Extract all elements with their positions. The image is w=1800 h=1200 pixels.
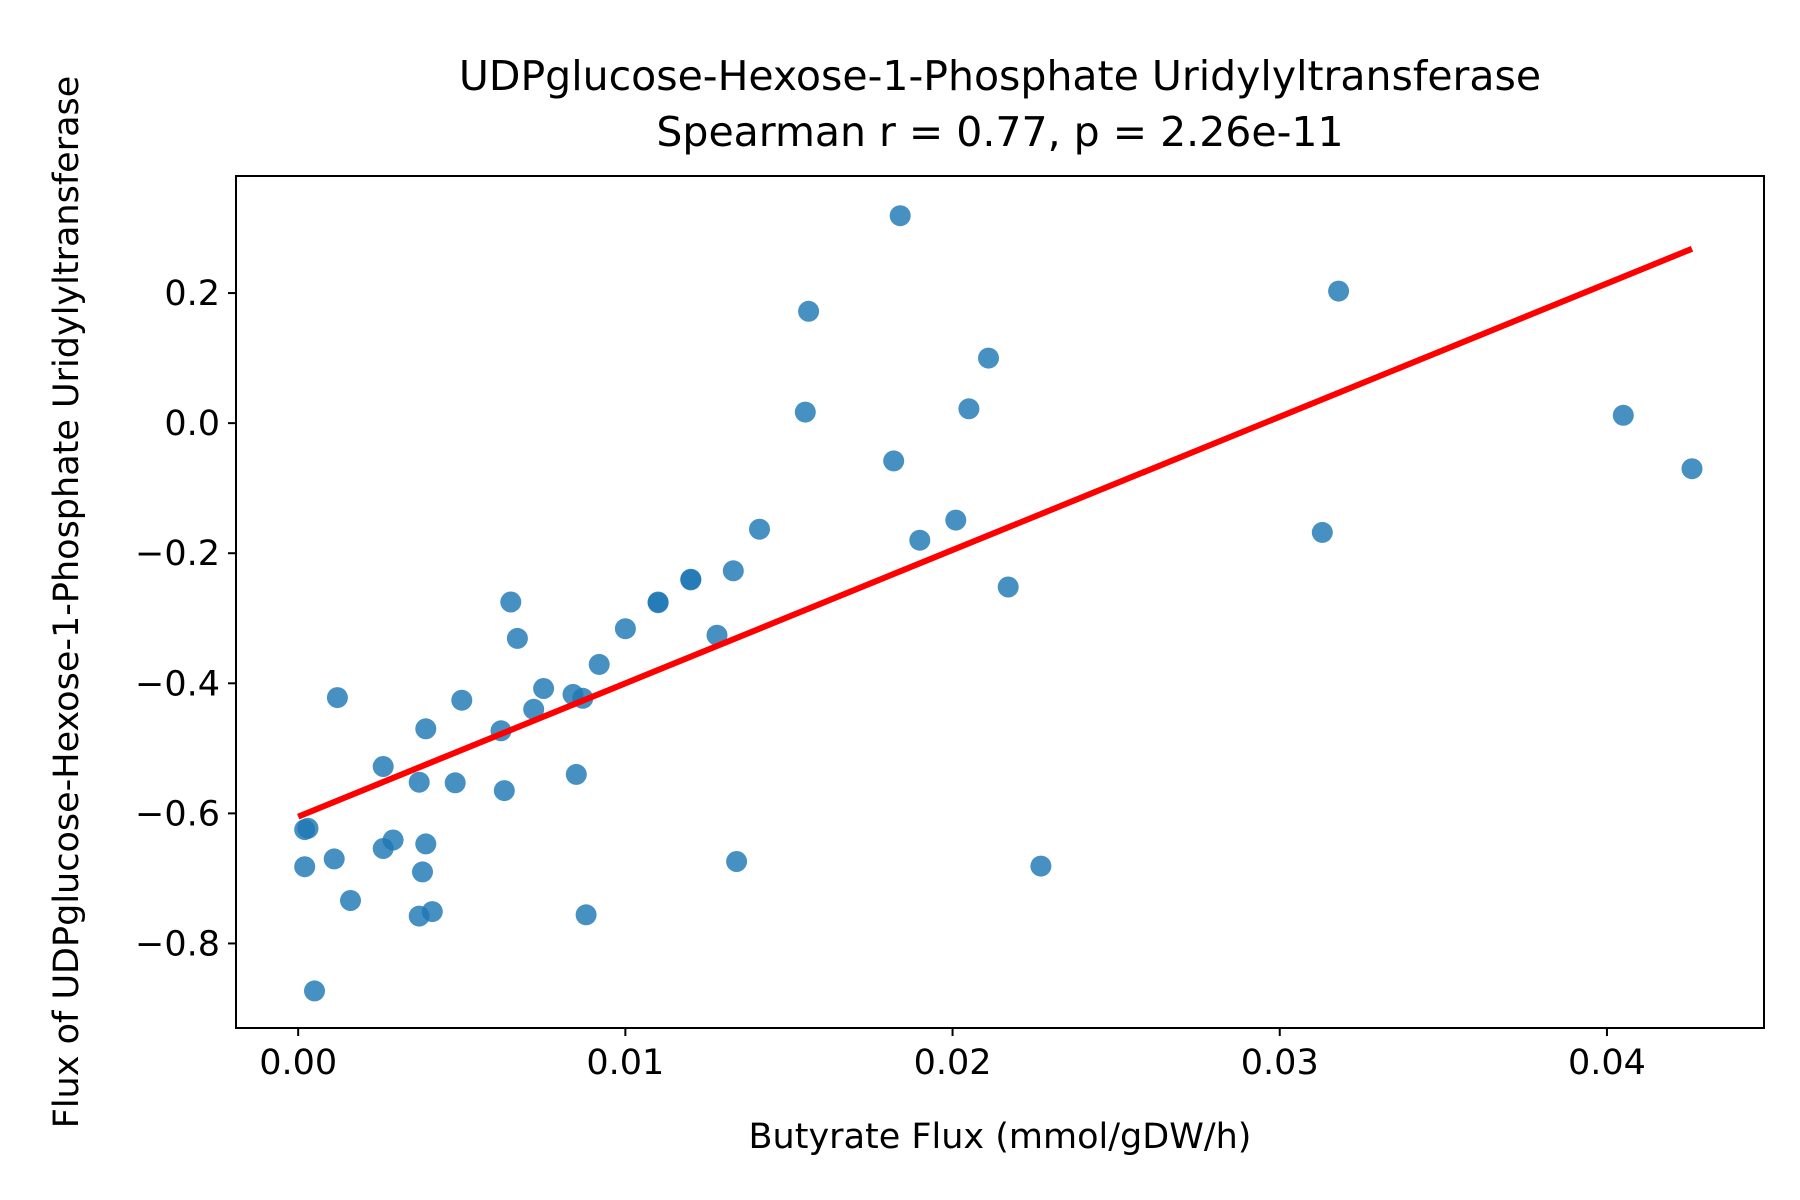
data-point-29	[588, 653, 610, 675]
data-point-26	[565, 763, 587, 785]
data-point-43	[909, 529, 931, 551]
y-tick-label: −0.2	[135, 534, 220, 574]
data-point-46	[978, 347, 999, 369]
data-point-52	[1681, 458, 1703, 480]
data-point-41	[883, 450, 905, 472]
data-point-48	[1030, 855, 1052, 877]
x-tick-label: 0.03	[1241, 1043, 1319, 1083]
data-point-3	[294, 856, 316, 878]
data-point-24	[533, 678, 555, 699]
y-tick-label: −0.4	[135, 664, 220, 704]
data-point-15	[415, 718, 437, 740]
y-tick-label: 0.2	[164, 274, 220, 314]
data-point-47	[997, 576, 1019, 598]
data-point-14	[415, 833, 437, 855]
data-point-50	[1328, 280, 1350, 302]
chart-title: UDPglucose-Hexose-1-Phosphate Uridylyltr…	[459, 52, 1541, 100]
y-axis-ticks: 0.2 0.0 −0.2 −0.4 −0.6 −0.8	[135, 274, 236, 964]
data-point-23	[523, 698, 545, 720]
data-point-30	[614, 618, 636, 640]
data-point-13	[412, 861, 433, 883]
data-point-36	[722, 560, 744, 582]
data-point-35	[706, 624, 728, 646]
data-point-4	[304, 980, 325, 1002]
data-point-10	[382, 829, 404, 851]
data-point-7	[340, 890, 361, 911]
chart-subtitle: Spearman r = 0.77, p = 2.26e-11	[656, 108, 1343, 156]
data-point-37	[726, 851, 748, 872]
data-point-9	[372, 756, 394, 777]
x-axis-ticks: 0.00 0.01 0.02 0.03 0.04	[259, 1028, 1646, 1083]
data-point-28	[575, 904, 597, 926]
data-point-45	[958, 398, 980, 420]
data-point-22	[506, 627, 528, 649]
x-tick-label: 0.00	[259, 1043, 337, 1083]
y-axis-label: Flux of UDPglucose-Hexose-1-Phosphate Ur…	[47, 76, 87, 1129]
x-tick-label: 0.04	[1568, 1043, 1646, 1083]
x-tick-label: 0.02	[914, 1043, 992, 1083]
data-point-20	[493, 780, 515, 802]
data-point-21	[500, 591, 522, 613]
data-point-42	[889, 205, 911, 227]
data-point-6	[326, 687, 348, 709]
data-point-34	[680, 569, 702, 591]
data-point-39	[794, 401, 816, 423]
y-tick-label: 0.0	[164, 404, 220, 444]
x-axis-label: Butyrate Flux (mmol/gDW/h)	[749, 1117, 1252, 1157]
data-point-44	[945, 509, 967, 531]
data-point-11	[408, 771, 430, 793]
data-point-40	[798, 300, 820, 322]
data-point-16	[421, 901, 443, 923]
plot-area	[294, 205, 1703, 1002]
data-point-5	[323, 848, 345, 870]
data-point-18	[451, 689, 473, 711]
data-point-51	[1612, 404, 1634, 426]
axes-frame	[235, 175, 1765, 1029]
y-tick-label: −0.8	[135, 924, 220, 964]
data-point-2	[297, 817, 319, 839]
regression-line	[297, 246, 1694, 820]
data-point-49	[1311, 521, 1333, 543]
x-tick-label: 0.01	[586, 1043, 664, 1083]
y-tick-label: −0.6	[135, 794, 220, 834]
data-point-32	[647, 592, 669, 614]
data-point-38	[749, 518, 770, 540]
data-point-17	[444, 772, 466, 794]
